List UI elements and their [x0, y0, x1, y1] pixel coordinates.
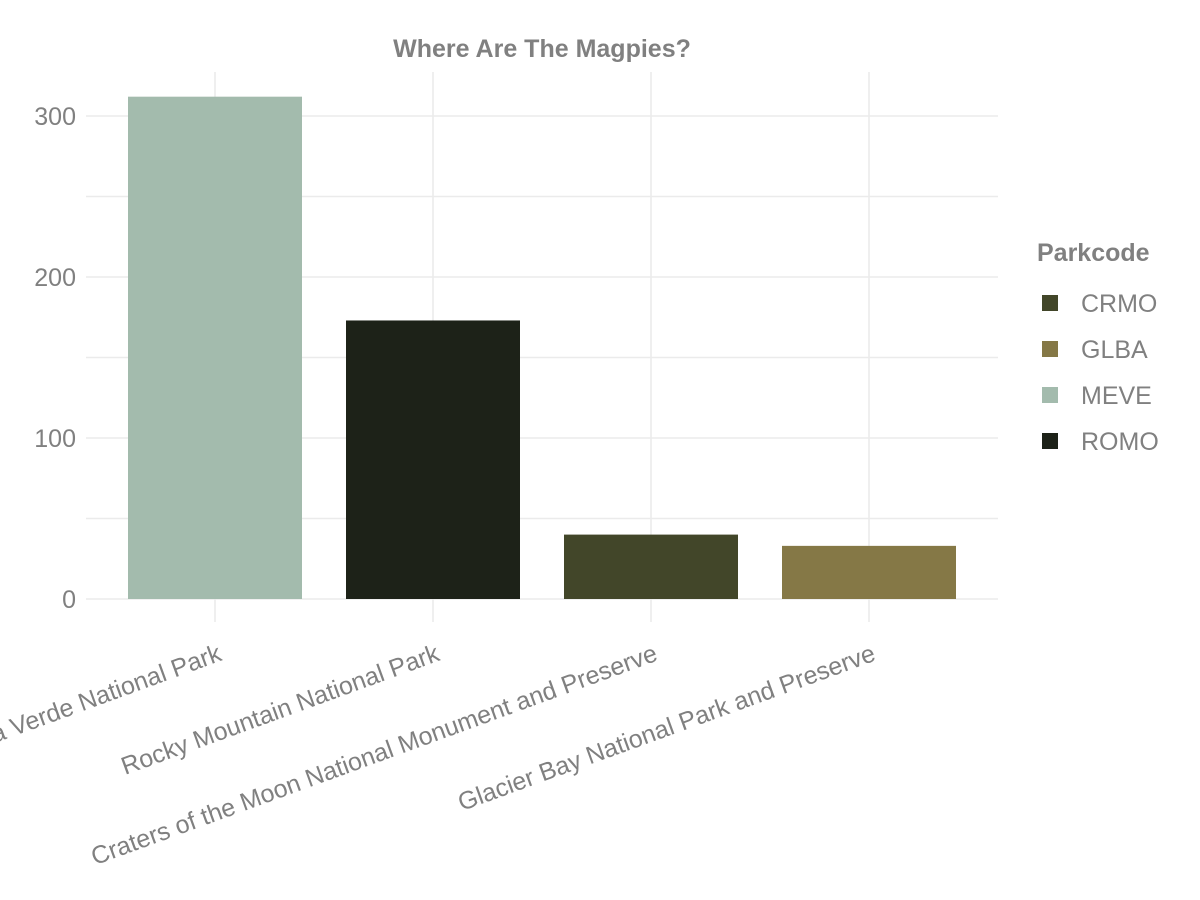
y-tick-label: 100: [34, 425, 76, 453]
legend: Parkcode CRMO GLBA MEVE ROMO: [1037, 239, 1159, 456]
bar-crmo: [564, 534, 738, 599]
bar-romo: [346, 320, 520, 599]
legend-swatch: [1042, 433, 1058, 449]
legend-item-meve: MEVE: [1042, 382, 1152, 410]
y-tick-label: 300: [34, 103, 76, 131]
bar-meve: [128, 96, 302, 600]
y-tick-label: 0: [62, 586, 76, 614]
bar-glba: [782, 545, 956, 599]
legend-label: MEVE: [1081, 382, 1152, 410]
x-tick-label: Glacier Bay National Park and Preserve: [454, 639, 879, 816]
chart-title: Where Are The Magpies?: [393, 35, 691, 63]
legend-label: ROMO: [1081, 428, 1159, 456]
legend-swatch: [1042, 341, 1058, 357]
legend-title: Parkcode: [1037, 239, 1150, 267]
legend-item-crmo: CRMO: [1042, 290, 1157, 318]
legend-swatch: [1042, 295, 1058, 311]
legend-item-romo: ROMO: [1042, 428, 1159, 456]
legend-label: GLBA: [1081, 336, 1148, 364]
legend-swatch: [1042, 387, 1058, 403]
y-axis-ticks: 0 100 200 300: [34, 103, 76, 614]
y-tick-label: 200: [34, 264, 76, 292]
legend-label: CRMO: [1081, 290, 1157, 318]
legend-item-glba: GLBA: [1042, 336, 1148, 364]
bars: [128, 96, 956, 600]
